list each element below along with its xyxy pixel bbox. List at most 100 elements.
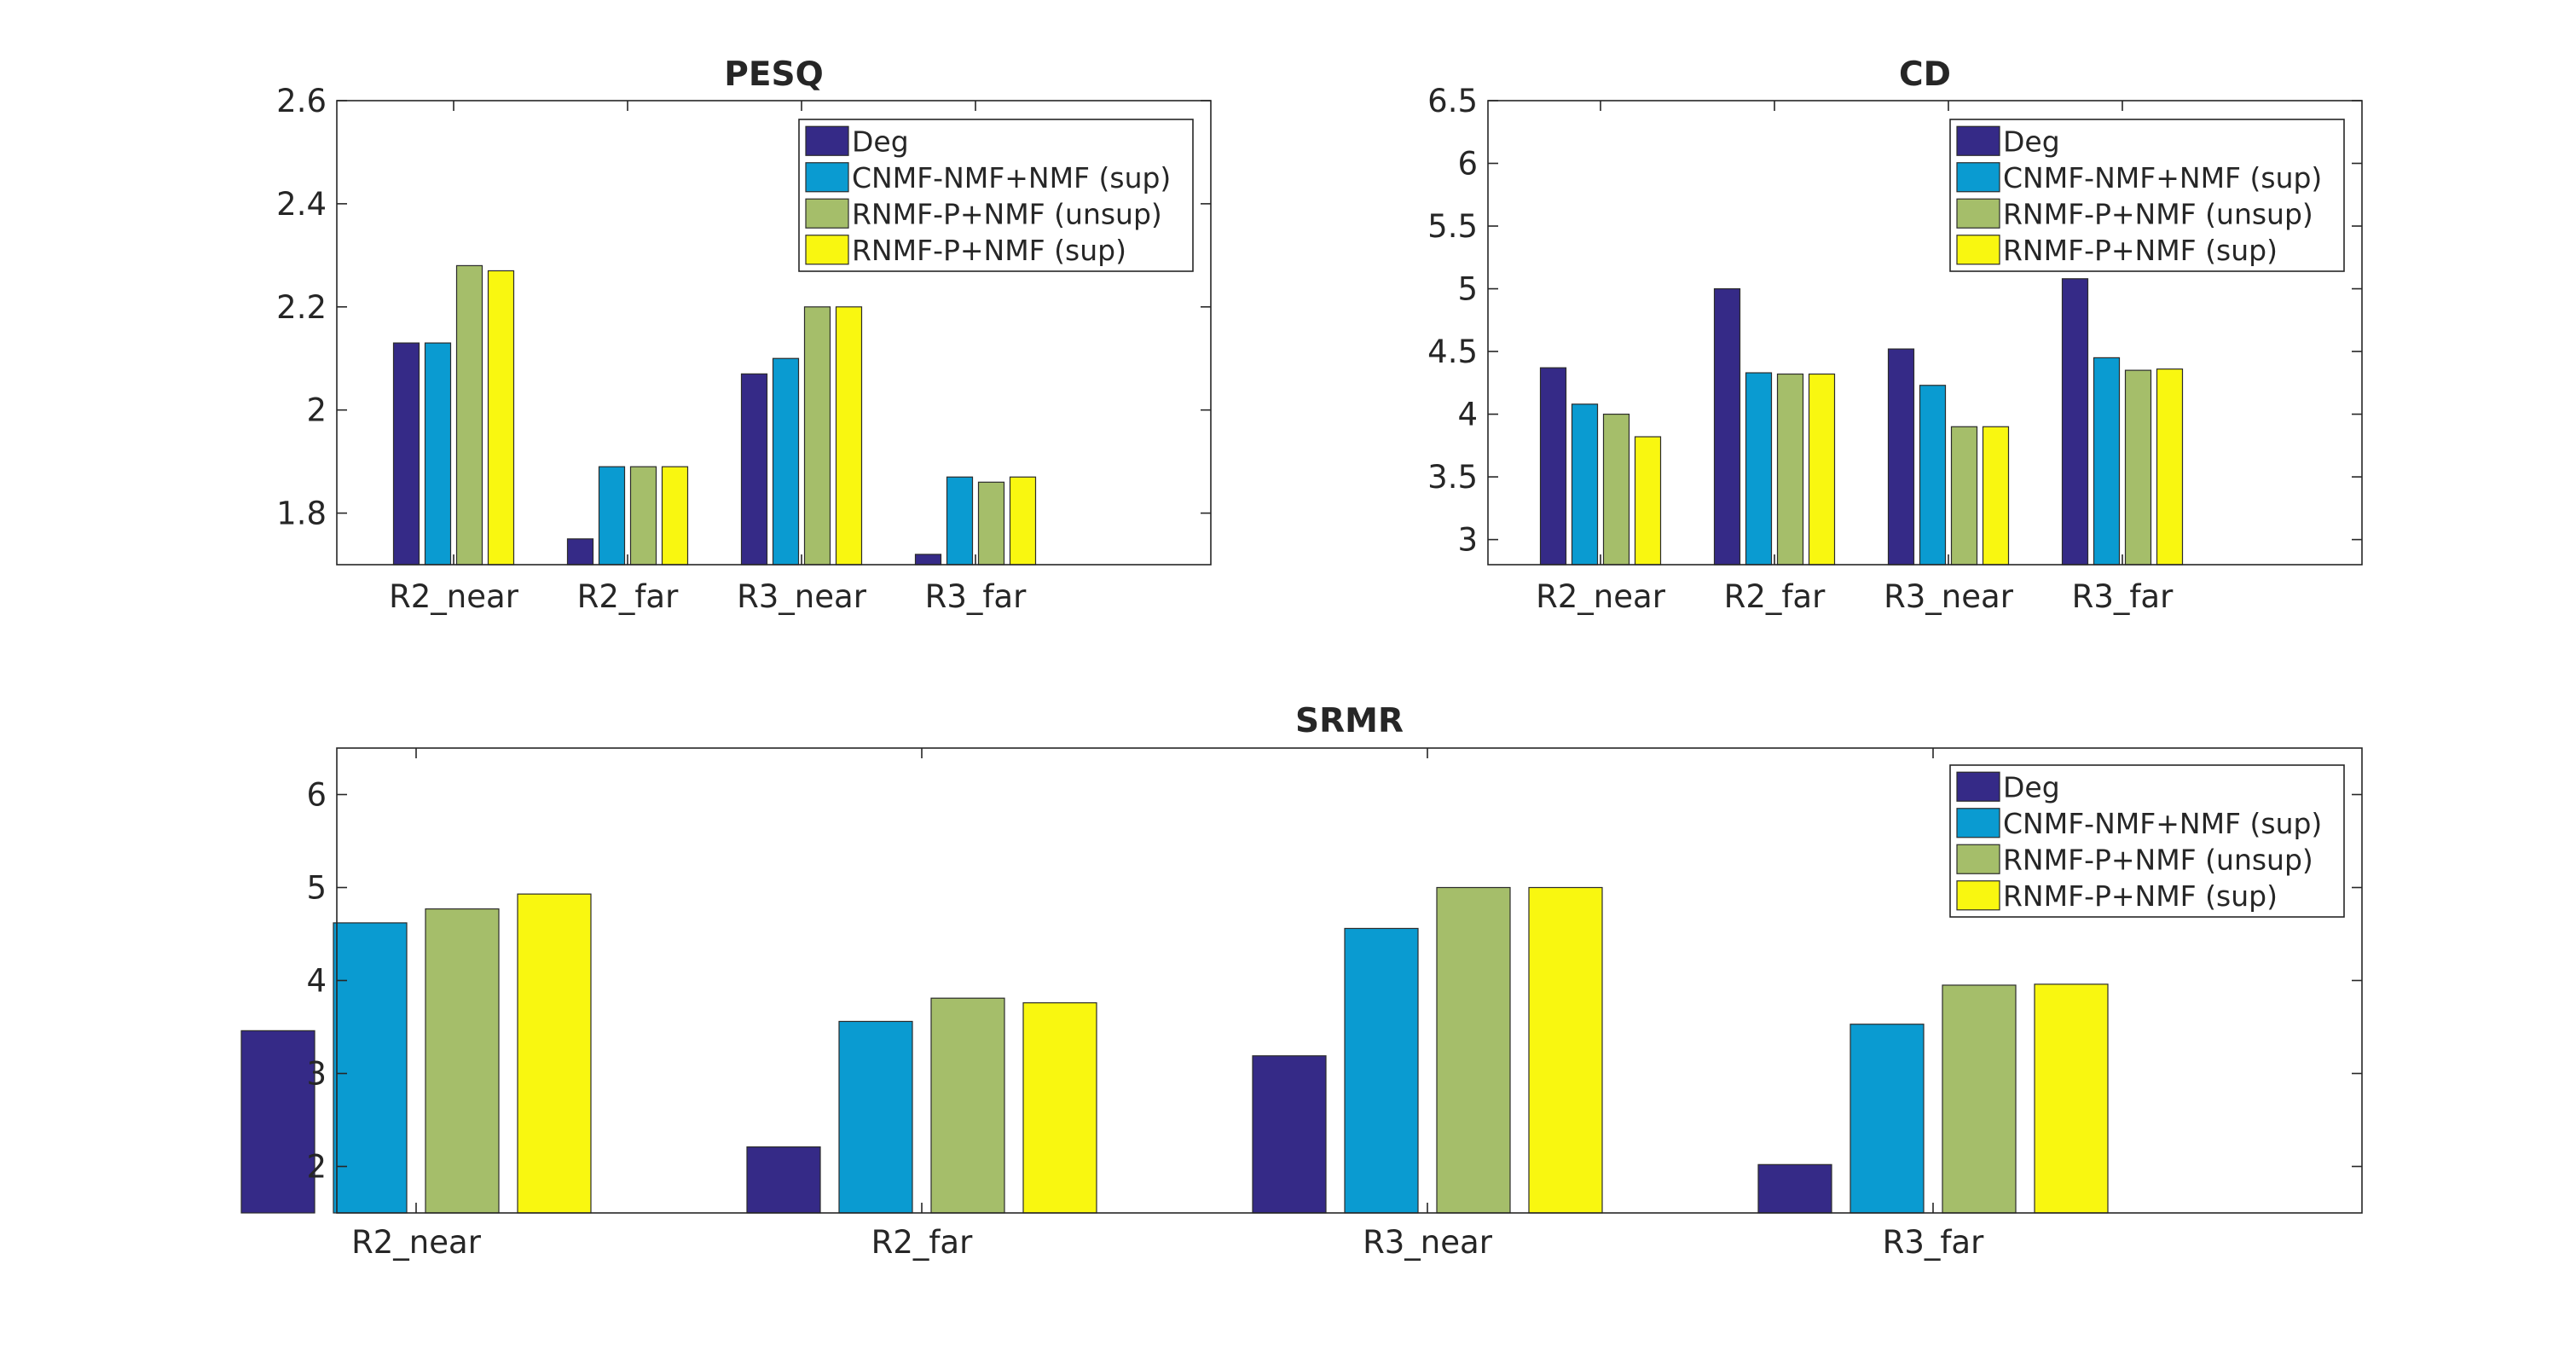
legend-swatch <box>1956 808 2000 838</box>
y-tick-label: 4 <box>306 963 327 1000</box>
y-tick-label: 3 <box>1457 522 1478 559</box>
y-tick-label: 6.5 <box>1427 83 1478 119</box>
legend-label: Deg <box>852 125 909 158</box>
bar-R2_near-0 <box>240 1030 315 1214</box>
legend-swatch <box>1956 880 2000 911</box>
bar-R2_far-1 <box>598 466 626 566</box>
legend-label: RNMF-P+NMF (unsup) <box>852 197 1162 230</box>
legend-label: CNMF-NMF+NMF (sup) <box>2003 807 2322 840</box>
bar-R2_far-0 <box>1713 287 1741 566</box>
bar-R2_near-2 <box>455 264 483 566</box>
x-tick-label: R3_near <box>1884 578 2014 615</box>
bar-R2_far-0 <box>746 1146 821 1214</box>
chart-cd: CD 3 3.5 4 4.5 5 5.5 6 6.5 R2_near R2_far R3_near R3… <box>1427 55 2363 615</box>
bar-R2_far-2 <box>629 466 657 566</box>
bar-R3_near-2 <box>1436 886 1511 1214</box>
y-tick-label: 4 <box>1457 397 1478 433</box>
y-tick-label: 6 <box>306 777 327 814</box>
bar-R3_far-3 <box>2034 983 2109 1214</box>
legend-swatch <box>805 235 849 265</box>
x-tick-label: R3_near <box>1363 1224 1493 1261</box>
y-tick-label: 2.2 <box>276 289 327 326</box>
bar-R3_far-0 <box>2061 278 2089 566</box>
chart-title: PESQ <box>724 55 823 94</box>
bar-R3_near-2 <box>1950 426 1978 566</box>
bar-R3_far-0 <box>1757 1163 1832 1214</box>
legend-box <box>798 119 1194 272</box>
legend-swatch <box>1956 235 2000 265</box>
legend-box <box>1949 119 2345 272</box>
legend-label: Deg <box>2003 770 2060 804</box>
y-tick-label: 4.5 <box>1427 334 1478 370</box>
bar-R2_far-1 <box>1745 372 1773 566</box>
legend-swatch <box>1956 198 2000 229</box>
bar-R3_near-1 <box>772 357 800 566</box>
x-tick-label: R2_near <box>389 578 519 615</box>
bar-R2_far-3 <box>661 466 689 566</box>
legend-label: RNMF-P+NMF (sup) <box>2003 234 2278 267</box>
bar-R3_far-1 <box>2093 357 2121 566</box>
bar-R2_far-3 <box>1808 373 1836 566</box>
legend-swatch <box>1956 844 2000 874</box>
y-tick-label: 2.4 <box>276 186 327 223</box>
legend-label: RNMF-P+NMF (unsup) <box>2003 843 2313 876</box>
y-tick-label: 3 <box>306 1056 327 1093</box>
bar-R3_near-0 <box>740 373 768 566</box>
y-tick-label: 3.5 <box>1427 459 1478 496</box>
bar-R3_near-0 <box>1252 1055 1327 1214</box>
y-tick-label: 6 <box>1457 146 1478 183</box>
bar-R3_far-3 <box>1009 476 1037 566</box>
legend-swatch <box>1956 771 2000 802</box>
bar-R3_far-1 <box>946 476 974 566</box>
bar-R3_far-2 <box>977 481 1005 566</box>
legend-label: CNMF-NMF+NMF (sup) <box>852 161 1171 194</box>
bar-R2_near-3 <box>487 270 515 566</box>
legend-swatch <box>1956 162 2000 193</box>
bar-R3_far-0 <box>914 554 942 566</box>
bar-R3_far-1 <box>1850 1024 1925 1214</box>
axes-box <box>1487 100 2363 566</box>
bar-R2_near-3 <box>1634 436 1662 566</box>
y-tick-label: 1.8 <box>276 496 327 532</box>
y-tick-label: 2 <box>306 392 327 429</box>
chart-title: CD <box>1899 55 1951 94</box>
bar-R2_near-0 <box>1539 367 1567 566</box>
y-tick-label: 5 <box>306 870 327 907</box>
bar-R3_near-3 <box>1528 886 1603 1214</box>
x-tick-label: R2_near <box>1536 578 1666 615</box>
bar-R3_near-1 <box>1344 927 1419 1214</box>
x-tick-label: R2_far <box>1724 578 1826 615</box>
x-tick-label: R2_near <box>351 1224 482 1261</box>
x-tick-label: R3_far <box>925 578 1027 615</box>
bar-R3_far-2 <box>1942 984 2017 1214</box>
axes-box <box>336 100 1212 566</box>
bar-R3_near-3 <box>835 306 863 566</box>
bar-R3_near-2 <box>803 306 831 566</box>
legend-swatch <box>805 125 849 156</box>
legend-label: CNMF-NMF+NMF (sup) <box>2003 161 2322 194</box>
bar-R3_far-2 <box>2124 369 2152 566</box>
x-tick-label: R3_far <box>1883 1224 1984 1261</box>
bar-R3_near-0 <box>1887 348 1915 566</box>
legend-box <box>1949 764 2345 918</box>
y-tick-label: 5.5 <box>1427 208 1478 245</box>
bar-R2_near-1 <box>424 342 452 566</box>
x-tick-label: R2_far <box>577 578 679 615</box>
y-tick-label: 2.6 <box>276 83 327 119</box>
bar-R2_near-1 <box>333 922 408 1214</box>
bar-R2_near-3 <box>517 893 592 1214</box>
legend-label: Deg <box>2003 125 2060 158</box>
bar-R3_far-3 <box>2156 368 2184 566</box>
chart-srmr: SRMR 2 3 4 5 6 R2_near R2_far R3_near R3_far DegCN… <box>240 702 2363 1261</box>
bar-R2_far-2 <box>1776 373 1804 566</box>
bar-R2_near-2 <box>1602 413 1630 566</box>
bar-R2_near-0 <box>392 342 420 566</box>
legend-label: RNMF-P+NMF (unsup) <box>2003 197 2313 230</box>
x-tick-label: R3_far <box>2072 578 2174 615</box>
bar-R3_near-3 <box>1982 426 2010 566</box>
x-tick-label: R3_near <box>737 578 867 615</box>
bar-R2_near-2 <box>425 908 500 1214</box>
